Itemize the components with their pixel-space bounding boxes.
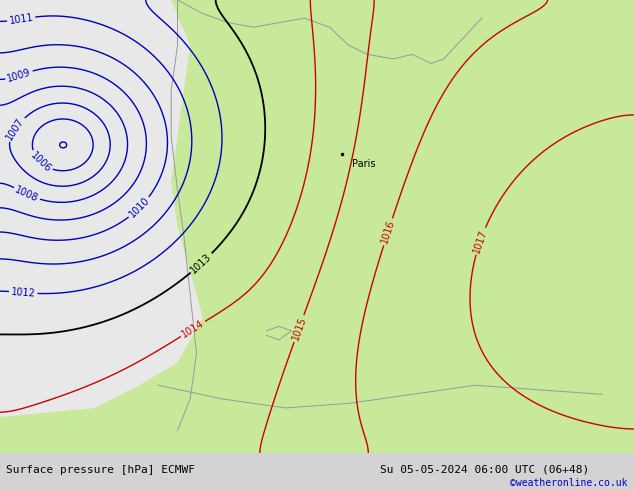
Text: 1012: 1012 xyxy=(11,287,36,298)
Text: 1009: 1009 xyxy=(6,67,32,84)
Text: 1015: 1015 xyxy=(290,315,308,342)
Text: 1008: 1008 xyxy=(13,184,40,204)
Polygon shape xyxy=(178,0,317,27)
Text: Paris: Paris xyxy=(352,159,375,169)
Text: Surface pressure [hPa] ECMWF: Surface pressure [hPa] ECMWF xyxy=(6,465,195,475)
Text: 1010: 1010 xyxy=(127,196,152,220)
Text: 1016: 1016 xyxy=(380,219,396,245)
Text: 1014: 1014 xyxy=(180,318,206,340)
Polygon shape xyxy=(178,0,266,54)
Text: 1006: 1006 xyxy=(28,150,53,174)
Text: ©weatheronline.co.uk: ©weatheronline.co.uk xyxy=(510,478,628,488)
Text: 1011: 1011 xyxy=(8,12,34,26)
Text: 1017: 1017 xyxy=(472,228,489,254)
Text: 1013: 1013 xyxy=(189,251,214,275)
Text: 1007: 1007 xyxy=(4,116,26,142)
Polygon shape xyxy=(0,0,634,453)
Text: Su 05-05-2024 06:00 UTC (06+48): Su 05-05-2024 06:00 UTC (06+48) xyxy=(380,465,590,475)
